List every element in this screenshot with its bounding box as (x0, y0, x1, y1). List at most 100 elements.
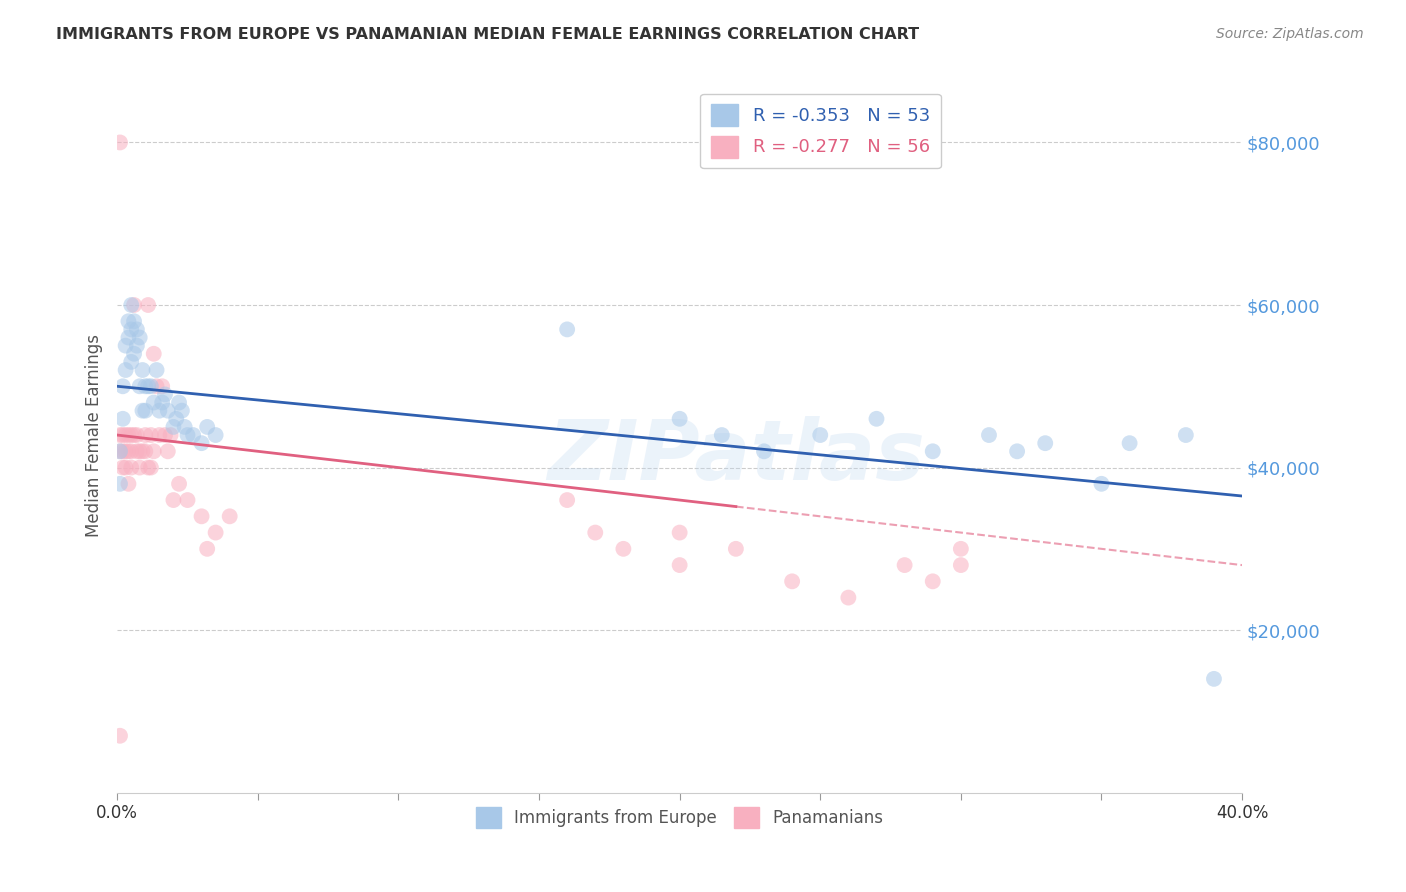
Point (142, 395, 165, 409)
Point (136, 460, 159, 475)
Point (170, 403, 193, 417)
Point (555, 322, 578, 336)
Point (156, 444, 179, 458)
Point (668, 411, 690, 425)
Point (108, 476, 131, 491)
Point (162, 493, 184, 508)
Point (111, 460, 134, 475)
Text: Source: ZipAtlas.com: Source: ZipAtlas.com (1216, 27, 1364, 41)
Point (893, 558, 915, 573)
Point (142, 444, 165, 458)
Point (167, 476, 190, 491)
Point (111, 444, 134, 458)
Point (128, 460, 150, 475)
Point (808, 428, 831, 442)
Point (111, 379, 134, 393)
Point (120, 322, 142, 336)
Point (204, 428, 226, 442)
Point (156, 403, 179, 417)
Point (125, 428, 148, 442)
Point (117, 330, 139, 344)
Point (125, 322, 148, 336)
Point (181, 428, 204, 442)
Point (977, 428, 1000, 442)
Point (120, 298, 142, 312)
Point (145, 363, 167, 377)
Point (108, 444, 131, 458)
Point (780, 574, 803, 589)
Point (724, 541, 747, 556)
Point (148, 403, 170, 417)
Point (1202, 672, 1225, 686)
Point (668, 558, 690, 573)
Point (139, 428, 162, 442)
Point (195, 541, 218, 556)
Point (949, 541, 972, 556)
Point (114, 460, 136, 475)
Point (136, 298, 159, 312)
Point (117, 428, 139, 442)
Y-axis label: Median Female Earnings: Median Female Earnings (86, 334, 103, 537)
Point (173, 420, 195, 434)
Point (136, 379, 159, 393)
Point (114, 338, 136, 352)
Point (108, 136, 131, 150)
Point (204, 525, 226, 540)
Point (190, 509, 212, 524)
Point (131, 403, 153, 417)
Point (122, 298, 145, 312)
Point (921, 574, 943, 589)
Text: ZIPatlas: ZIPatlas (547, 416, 925, 497)
Point (555, 493, 578, 508)
Point (1090, 476, 1112, 491)
Point (128, 444, 150, 458)
Point (117, 314, 139, 328)
Point (583, 525, 606, 540)
Point (120, 428, 142, 442)
Point (134, 379, 156, 393)
Point (125, 444, 148, 458)
Text: IMMIGRANTS FROM EUROPE VS PANAMANIAN MEDIAN FEMALE EARNINGS CORRELATION CHART: IMMIGRANTS FROM EUROPE VS PANAMANIAN MED… (56, 27, 920, 42)
Point (139, 379, 162, 393)
Legend: Immigrants from Europe, Panamanians: Immigrants from Europe, Panamanians (470, 801, 890, 834)
Point (752, 444, 775, 458)
Point (153, 387, 176, 401)
Point (108, 729, 131, 743)
Point (120, 355, 142, 369)
Point (150, 395, 173, 409)
Point (117, 476, 139, 491)
Point (128, 379, 150, 393)
Point (1033, 436, 1056, 450)
Point (153, 428, 176, 442)
Point (131, 444, 153, 458)
Point (710, 428, 733, 442)
Point (218, 509, 240, 524)
Point (949, 558, 972, 573)
Point (128, 330, 150, 344)
Point (865, 411, 887, 425)
Point (837, 591, 859, 605)
Point (122, 428, 145, 442)
Point (921, 444, 943, 458)
Point (165, 411, 187, 425)
Point (142, 347, 165, 361)
Point (190, 436, 212, 450)
Point (148, 428, 170, 442)
Point (111, 428, 134, 442)
Point (117, 444, 139, 458)
Point (134, 403, 156, 417)
Point (159, 428, 181, 442)
Point (145, 379, 167, 393)
Point (120, 460, 142, 475)
Point (120, 444, 142, 458)
Point (111, 411, 134, 425)
Point (1005, 444, 1028, 458)
Point (167, 395, 190, 409)
Point (150, 379, 173, 393)
Point (108, 444, 131, 458)
Point (122, 347, 145, 361)
Point (176, 428, 198, 442)
Point (114, 363, 136, 377)
Point (668, 525, 690, 540)
Point (134, 428, 156, 442)
